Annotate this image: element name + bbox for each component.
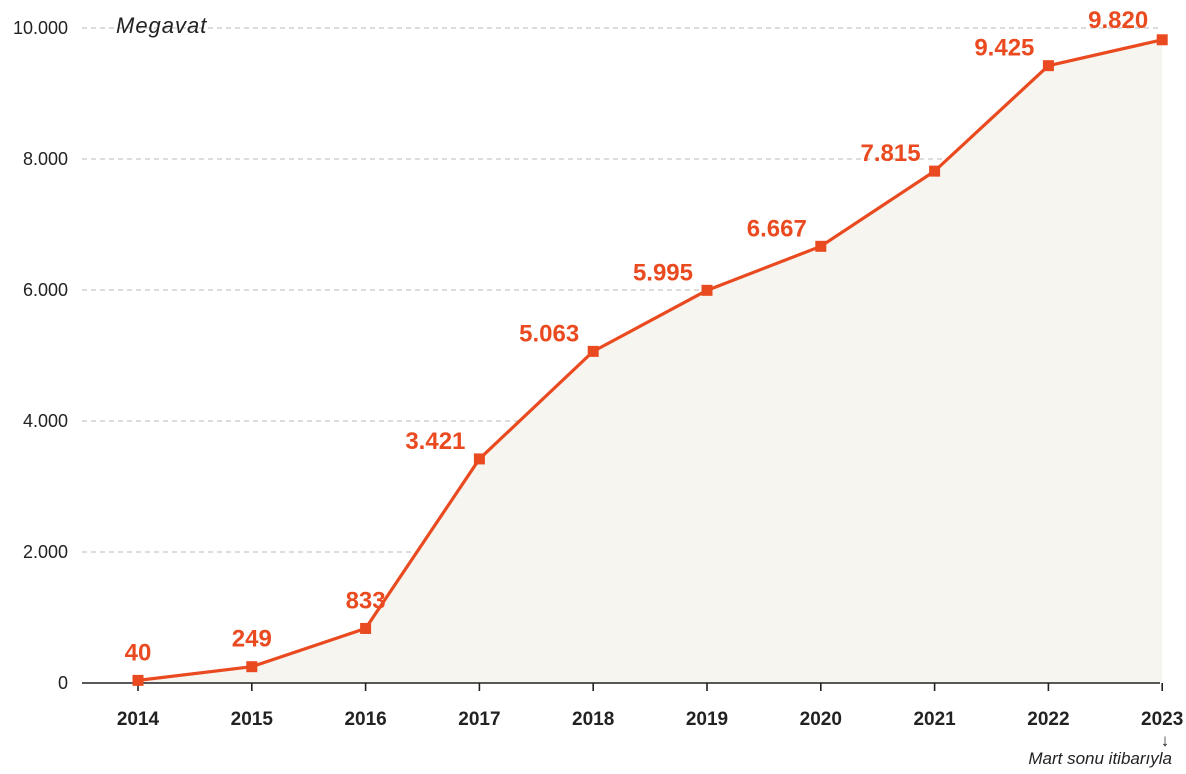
y-tick-label: 8.000: [23, 149, 68, 169]
label-layer: 40 249 833 3.421 5.063 5.995 6.667 7.815 9.425 9.…: [125, 7, 1149, 667]
axis-layer: 2014 2015 2016 2017 2018 2019 2020 2021 2022 2023: [82, 682, 1183, 730]
data-label: 9.425: [974, 35, 1034, 62]
data-label: 9.820: [1088, 7, 1148, 34]
grid-layer: 0 2.000 4.000 6.000 8.000 10.000: [13, 18, 1160, 693]
data-point-marker: [815, 240, 827, 252]
data-label: 5.995: [633, 259, 693, 286]
marker-layer: [132, 34, 1168, 686]
area-fill: [138, 39, 1163, 684]
y-tick-label: 2.000: [23, 542, 68, 562]
y-tick-label: 10.000: [13, 18, 68, 38]
data-point-marker: [246, 661, 258, 673]
x-tick-label: 2014: [117, 709, 160, 730]
x-tick-label: 2022: [1027, 709, 1069, 730]
data-point-marker: [1042, 60, 1054, 72]
x-tick-label: 2016: [344, 709, 386, 730]
data-point-marker: [587, 345, 599, 357]
x-tick-label: 2017: [458, 709, 500, 730]
y-unit-label: Megavat: [116, 13, 207, 38]
y-tick-label: 4.000: [23, 411, 68, 431]
data-label: 249: [232, 626, 272, 653]
annotation-note: Mart sonu itibarıyla: [1028, 749, 1172, 768]
data-label: 833: [346, 587, 386, 614]
data-point-marker: [360, 622, 372, 634]
data-point-marker: [132, 674, 144, 686]
x-tick-label: 2021: [913, 709, 956, 730]
x-tick-label: 2020: [800, 709, 842, 730]
data-point-marker: [473, 453, 485, 465]
data-label: 5.063: [519, 320, 579, 347]
data-label: 40: [125, 639, 152, 666]
data-point-marker: [929, 165, 941, 177]
x-tick-label: 2018: [572, 709, 614, 730]
y-tick-label: 0: [58, 673, 68, 693]
y-tick-label: 6.000: [23, 280, 68, 300]
data-label: 6.667: [747, 215, 807, 242]
series-line: [137, 38, 1163, 682]
data-point-marker: [701, 284, 713, 296]
data-label: 3.421: [405, 428, 465, 455]
data-label: 7.815: [861, 140, 921, 167]
down-arrow-icon: ↓: [1161, 731, 1170, 750]
x-tick-label: 2019: [686, 709, 728, 730]
data-point-marker: [1156, 34, 1168, 46]
x-tick-label: 2023: [1141, 709, 1183, 730]
x-tick-label: 2015: [231, 709, 274, 730]
